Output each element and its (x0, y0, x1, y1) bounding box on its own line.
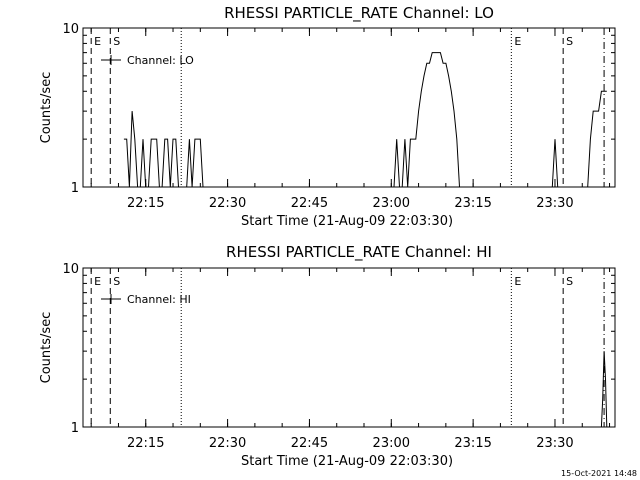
x-tick-label: 22:15 (127, 196, 164, 211)
marker-label: E (514, 275, 521, 288)
x-tick-label: 23:00 (373, 196, 410, 211)
series-line (123, 111, 179, 188)
marker-label: S (113, 275, 120, 288)
marker-label: S (566, 35, 573, 48)
x-tick-label: 23:00 (373, 436, 410, 451)
x-tick-label: 23:15 (454, 196, 491, 211)
y-tick-label: 1 (71, 181, 79, 196)
plot-frame (82, 27, 616, 188)
marker-label: E (514, 35, 521, 48)
plot-frame (82, 267, 616, 428)
y-axis-label: Counts/sec (39, 312, 54, 384)
x-axis-label: Start Time (21-Aug-09 22:03:30) (241, 214, 453, 229)
series-line (186, 138, 204, 188)
marker-label: E (94, 35, 101, 48)
plot-lo: RHESSI PARTICLE_RATE Channel: LO 1 10 Count… (39, 4, 616, 229)
series-line (600, 351, 608, 428)
series-line (393, 52, 465, 188)
marker-label: E (94, 275, 101, 288)
marker-label: S (566, 275, 573, 288)
x-tick-label: 22:45 (291, 436, 328, 451)
legend-label: Channel: LO (127, 54, 194, 67)
marker-label: S (113, 35, 120, 48)
x-tick-label: 22:15 (127, 436, 164, 451)
x-tick-label: 22:45 (291, 196, 328, 211)
y-tick-label: 10 (62, 262, 79, 277)
chart-title: RHESSI PARTICLE_RATE Channel: HI (226, 243, 492, 262)
x-tick-label: 22:30 (209, 436, 246, 451)
y-tick-label: 10 (62, 22, 79, 37)
x-tick-label: 23:15 (454, 436, 491, 451)
x-axis-label: Start Time (21-Aug-09 22:03:30) (241, 454, 453, 469)
legend-label: Channel: HI (127, 293, 191, 306)
plot-hi: RHESSI PARTICLE_RATE Channel: HI 1 10 Count… (39, 243, 616, 469)
x-tick-label: 22:30 (209, 196, 246, 211)
series-line (551, 139, 559, 188)
x-tick-label: 23:30 (536, 436, 573, 451)
x-tick-label: 23:30 (536, 196, 573, 211)
chart-title: RHESSI PARTICLE_RATE Channel: LO (224, 4, 494, 23)
timestamp: 15-Oct-2021 14:48 (561, 469, 637, 478)
y-axis-label: Counts/sec (39, 72, 54, 144)
y-tick-label: 1 (71, 421, 79, 436)
series-line (587, 90, 607, 188)
